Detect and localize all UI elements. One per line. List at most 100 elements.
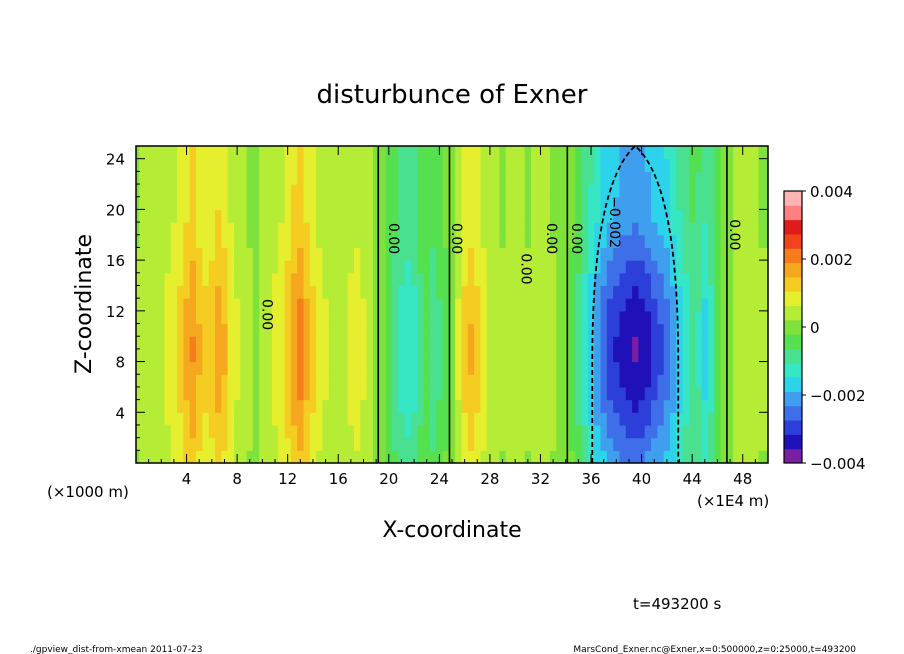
heatmap-cell [518, 412, 526, 426]
heatmap-cell [316, 361, 324, 375]
heatmap-cell [543, 171, 551, 185]
heatmap-cell [170, 348, 178, 363]
heatmap-cell [505, 285, 513, 299]
heatmap-cell [297, 386, 305, 401]
heatmap-cell [271, 374, 279, 388]
heatmap-cell [733, 158, 741, 172]
heatmap-cell [284, 272, 292, 287]
heatmap-cell [632, 146, 640, 160]
heatmap-cell [505, 399, 513, 413]
heatmap-cell [316, 184, 324, 198]
heatmap-cell [499, 247, 507, 261]
colorbar-segment [784, 276, 802, 292]
heatmap-cell [303, 247, 311, 261]
heatmap-cell [461, 348, 469, 363]
heatmap-cell [594, 361, 602, 375]
heatmap-cell [423, 184, 431, 198]
x-tick-label: 4 [182, 470, 192, 488]
heatmap-cell [613, 196, 621, 210]
heatmap-cell [341, 437, 349, 451]
heatmap-cell [575, 184, 583, 198]
heatmap-cell [177, 310, 184, 325]
heatmap-cell [676, 260, 684, 274]
heatmap-cell [290, 412, 298, 426]
heatmap-cell [360, 184, 368, 198]
heatmap-cell [341, 450, 349, 463]
heatmap-cell [644, 336, 652, 350]
heatmap-cell [745, 348, 753, 363]
heatmap-cell [423, 450, 431, 463]
heatmap-cell [259, 222, 267, 236]
heatmap-cell [170, 171, 178, 185]
heatmap-cell [341, 399, 349, 413]
heatmap-cell [151, 171, 159, 185]
heatmap-cell [663, 450, 671, 463]
heatmap-cell [758, 209, 766, 223]
heatmap-cell [265, 336, 273, 350]
heatmap-cell [360, 361, 368, 375]
heatmap-cell [189, 285, 197, 299]
heatmap-cell [410, 424, 418, 439]
heatmap-cell [271, 424, 279, 439]
heatmap-cell [202, 348, 210, 363]
heatmap-cell [177, 323, 184, 337]
heatmap-cell [347, 272, 355, 287]
heatmap-cell [139, 374, 147, 388]
heatmap-cell [170, 247, 178, 261]
heatmap-cell [215, 146, 222, 160]
heatmap-cell [417, 450, 425, 463]
heatmap-cell [625, 424, 633, 439]
heatmap-cell [562, 272, 570, 287]
heatmap-cell [215, 158, 222, 172]
heatmap-cell [480, 323, 488, 337]
heatmap-cell [568, 374, 576, 388]
heatmap-cell [145, 336, 153, 350]
heatmap-cell [531, 247, 538, 261]
heatmap-cell [265, 450, 273, 463]
heatmap-cell [461, 234, 469, 249]
heatmap-cell [347, 247, 355, 261]
heatmap-cell [531, 285, 538, 299]
heatmap-cell [316, 450, 324, 463]
contour-label: 0.00 [726, 219, 742, 250]
heatmap-cell [701, 196, 709, 210]
heatmap-cell [145, 247, 153, 261]
heatmap-cell [493, 196, 500, 210]
heatmap-cell [524, 234, 532, 249]
heatmap-cell [189, 260, 197, 274]
heatmap-cell [252, 424, 260, 439]
heatmap-cell [252, 222, 260, 236]
heatmap-cell [682, 285, 690, 299]
heatmap-cell [606, 310, 614, 325]
heatmap-cell [398, 146, 406, 160]
heatmap-cell [600, 399, 608, 413]
heatmap-cell [455, 437, 463, 451]
heatmap-cell [442, 310, 450, 325]
heatmap-cell [613, 158, 621, 172]
heatmap-cell [594, 222, 602, 236]
heatmap-cell [531, 437, 538, 451]
heatmap-cell [543, 336, 551, 350]
heatmap-cell [259, 450, 267, 463]
heatmap-cell [682, 298, 690, 312]
heatmap-cell [151, 298, 159, 312]
heatmap-cell [177, 272, 184, 287]
heatmap-cell [259, 399, 267, 413]
heatmap-cell [246, 336, 254, 350]
heatmap-cell [549, 412, 557, 426]
heatmap-cell [486, 247, 494, 261]
heatmap-cell [240, 298, 248, 312]
heatmap-cell [764, 234, 768, 249]
heatmap-cell [486, 171, 494, 185]
heatmap-cell [271, 437, 279, 451]
heatmap-cell [328, 285, 336, 299]
heatmap-cell [518, 184, 526, 198]
heatmap-cell [158, 285, 166, 299]
heatmap-cell [537, 424, 545, 439]
heatmap-cell [505, 146, 513, 160]
heatmap-cell [549, 386, 557, 401]
heatmap-cell [733, 196, 741, 210]
heatmap-cell [606, 399, 614, 413]
heatmap-cell [136, 336, 140, 350]
heatmap-cell [486, 298, 494, 312]
